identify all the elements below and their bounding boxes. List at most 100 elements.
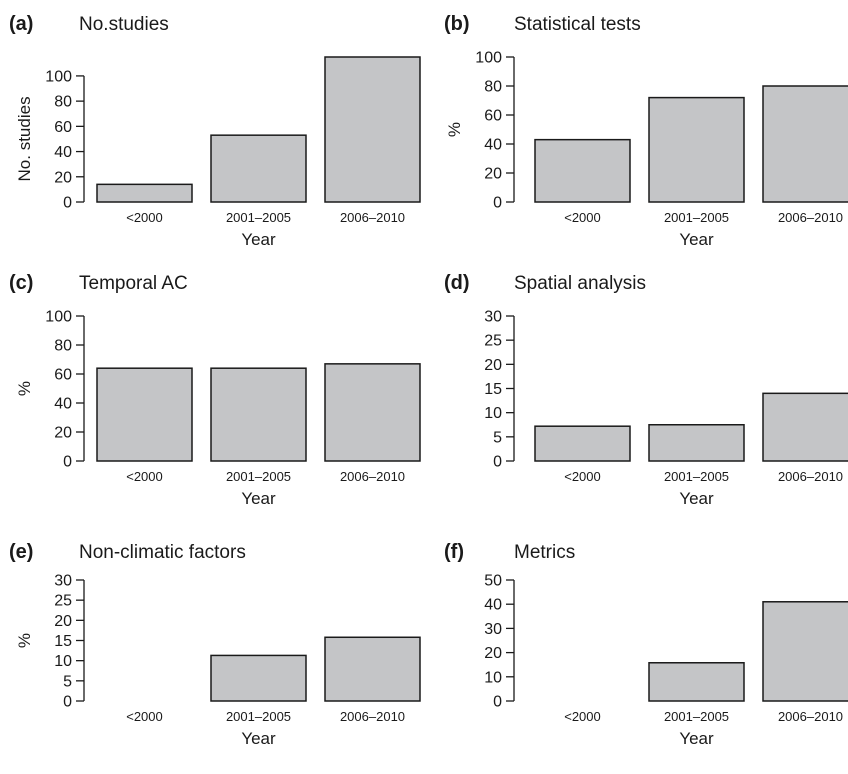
x-tick-label: <2000 bbox=[564, 210, 601, 225]
y-tick-label: 5 bbox=[63, 673, 72, 690]
chart-panel-5: (e) Non-climatic factors 0 5 10 15 20 25 30% <200… bbox=[9, 541, 421, 748]
panel-letter: (a) bbox=[9, 13, 33, 35]
y-tick-label: 40 bbox=[54, 396, 72, 413]
bar-3 bbox=[324, 363, 421, 462]
x-tick-label: 2001–2005 bbox=[664, 469, 729, 484]
y-tick-label: 100 bbox=[45, 68, 72, 85]
x-tick-label: 2001–2005 bbox=[664, 709, 729, 724]
x-axis-label: Year bbox=[241, 230, 276, 249]
x-axis-label: Year bbox=[679, 729, 714, 748]
y-tick-label: 20 bbox=[54, 613, 72, 630]
bar-1 bbox=[96, 183, 193, 203]
panel-letter: (f) bbox=[444, 541, 464, 563]
x-axis-label: Year bbox=[679, 230, 714, 249]
bar-3 bbox=[762, 392, 848, 462]
chart-title: Temporal AC bbox=[79, 273, 188, 294]
chart-panel-3: (c) Temporal AC 0 20 40 60 80 100% <2000 2001–200… bbox=[9, 272, 421, 508]
y-tick-label: 60 bbox=[54, 367, 72, 384]
y-tick-label: 10 bbox=[484, 405, 502, 422]
x-axis-label: Year bbox=[241, 489, 276, 508]
y-axis-label: % bbox=[445, 122, 464, 137]
bar-2 bbox=[210, 134, 307, 203]
chart-panel-1: (a) No.studies 0 20 40 60 80 100 No. studies <200… bbox=[9, 13, 421, 249]
y-tick-label: 25 bbox=[54, 593, 72, 610]
y-tick-label: 20 bbox=[54, 169, 72, 186]
y-tick-label: 5 bbox=[493, 429, 502, 446]
panel-letter: (b) bbox=[444, 13, 470, 35]
x-axis-label: Year bbox=[241, 729, 276, 748]
panel-letter: (e) bbox=[9, 541, 33, 563]
x-tick-label: 2006–2010 bbox=[340, 469, 405, 484]
y-tick-label: 100 bbox=[45, 309, 72, 326]
y-tick-label: 30 bbox=[484, 309, 502, 326]
chart-title: Non-climatic factors bbox=[79, 542, 246, 563]
y-tick-label: 80 bbox=[54, 338, 72, 355]
chart-title: Statistical tests bbox=[514, 14, 641, 35]
y-tick-label: 0 bbox=[63, 694, 72, 711]
y-tick-label: 50 bbox=[484, 573, 502, 590]
bar-2 bbox=[210, 367, 307, 462]
y-tick-label: 80 bbox=[54, 94, 72, 111]
y-tick-label: 30 bbox=[54, 573, 72, 590]
y-tick-label: 40 bbox=[484, 597, 502, 614]
y-axis-label: No. studies bbox=[15, 96, 34, 181]
y-tick-label: 40 bbox=[54, 144, 72, 161]
panel-letter: (d) bbox=[444, 272, 470, 294]
panel-letter: (c) bbox=[9, 272, 33, 294]
y-tick-label: 40 bbox=[484, 137, 502, 154]
y-tick-label: 60 bbox=[54, 119, 72, 136]
y-tick-label: 0 bbox=[493, 694, 502, 711]
bar-1 bbox=[534, 138, 631, 203]
chart-title: Spatial analysis bbox=[514, 273, 646, 294]
x-tick-label: <2000 bbox=[564, 469, 601, 484]
bar-2 bbox=[648, 424, 745, 462]
y-tick-label: 30 bbox=[484, 621, 502, 638]
y-tick-label: 100 bbox=[475, 50, 502, 67]
x-tick-label: 2001–2005 bbox=[226, 210, 291, 225]
y-tick-label: 20 bbox=[54, 425, 72, 442]
bar-3 bbox=[762, 85, 848, 203]
x-tick-label: <2000 bbox=[564, 709, 601, 724]
bar-3 bbox=[324, 56, 421, 203]
chart-panel-4: (d) Spatial analysis 0 5 10 15 20 25 30 <2000 2001… bbox=[444, 272, 848, 508]
y-tick-label: 60 bbox=[484, 108, 502, 125]
x-tick-label: 2001–2005 bbox=[226, 709, 291, 724]
bar-2 bbox=[210, 654, 307, 702]
y-tick-label: 20 bbox=[484, 645, 502, 662]
x-tick-label: 2006–2010 bbox=[778, 469, 843, 484]
x-tick-label: 2001–2005 bbox=[226, 469, 291, 484]
y-tick-label: 0 bbox=[493, 454, 502, 471]
chart-panel-6: (f) Metrics 0 10 20 30 40 50 <2000 2001–2005 2006–… bbox=[444, 541, 848, 748]
y-tick-label: 25 bbox=[484, 333, 502, 350]
bar-3 bbox=[324, 636, 421, 702]
y-tick-label: 15 bbox=[484, 381, 502, 398]
x-tick-label: 2006–2010 bbox=[340, 210, 405, 225]
y-tick-label: 10 bbox=[484, 669, 502, 686]
chart-title: No.studies bbox=[79, 14, 169, 35]
y-tick-label: 80 bbox=[484, 79, 502, 96]
x-tick-label: 2006–2010 bbox=[340, 709, 405, 724]
x-tick-label: <2000 bbox=[126, 469, 163, 484]
bar-2 bbox=[648, 662, 745, 702]
y-tick-label: 0 bbox=[493, 195, 502, 212]
y-tick-label: 0 bbox=[63, 195, 72, 212]
y-axis-label: % bbox=[15, 381, 34, 396]
x-tick-label: <2000 bbox=[126, 709, 163, 724]
y-tick-label: 15 bbox=[54, 633, 72, 650]
y-tick-label: 20 bbox=[484, 166, 502, 183]
x-axis-label: Year bbox=[679, 489, 714, 508]
chart-title: Metrics bbox=[514, 542, 575, 563]
bar-1 bbox=[534, 425, 631, 462]
y-tick-label: 10 bbox=[54, 653, 72, 670]
y-axis-label: % bbox=[15, 633, 34, 648]
x-tick-label: 2006–2010 bbox=[778, 709, 843, 724]
bar-1 bbox=[96, 367, 193, 462]
chart-panel-2: (b) Statistical tests 0 20 40 60 80 100% <2000 20… bbox=[444, 13, 848, 249]
bar-2 bbox=[648, 96, 745, 203]
y-tick-label: 20 bbox=[484, 357, 502, 374]
x-tick-label: 2006–2010 bbox=[778, 210, 843, 225]
bar-3 bbox=[762, 601, 848, 702]
y-tick-label: 0 bbox=[63, 454, 72, 471]
x-tick-label: 2001–2005 bbox=[664, 210, 729, 225]
